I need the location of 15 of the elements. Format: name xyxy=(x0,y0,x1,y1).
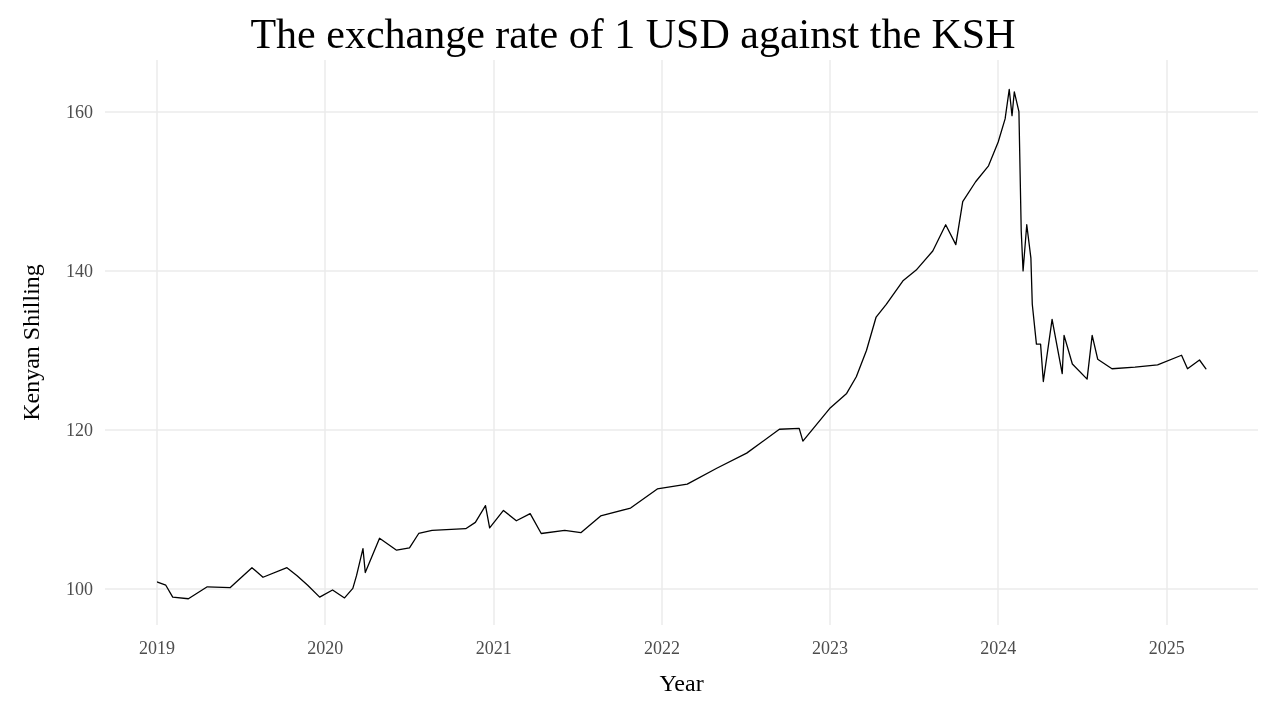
x-tick-label: 2021 xyxy=(475,638,512,658)
y-tick-label: 140 xyxy=(66,260,93,281)
x-tick-label: 2019 xyxy=(139,638,176,658)
y-tick-label: 160 xyxy=(66,101,93,122)
y-axis-title: Kenyan Shilling xyxy=(18,264,44,421)
x-axis-title: Year xyxy=(659,670,704,696)
x-tick-label: 2025 xyxy=(1148,638,1185,658)
line-series xyxy=(156,88,1207,600)
x-tick-label: 2023 xyxy=(812,638,849,658)
y-tick-label: 120 xyxy=(66,420,93,441)
x-tick-label: 2024 xyxy=(980,638,1017,658)
chart-title: The exchange rate of 1 USD against the KSH xyxy=(250,11,1016,57)
x-tick-label: 2020 xyxy=(307,638,344,658)
x-tick-label: 2022 xyxy=(643,638,680,658)
y-tick-label: 100 xyxy=(66,579,93,600)
